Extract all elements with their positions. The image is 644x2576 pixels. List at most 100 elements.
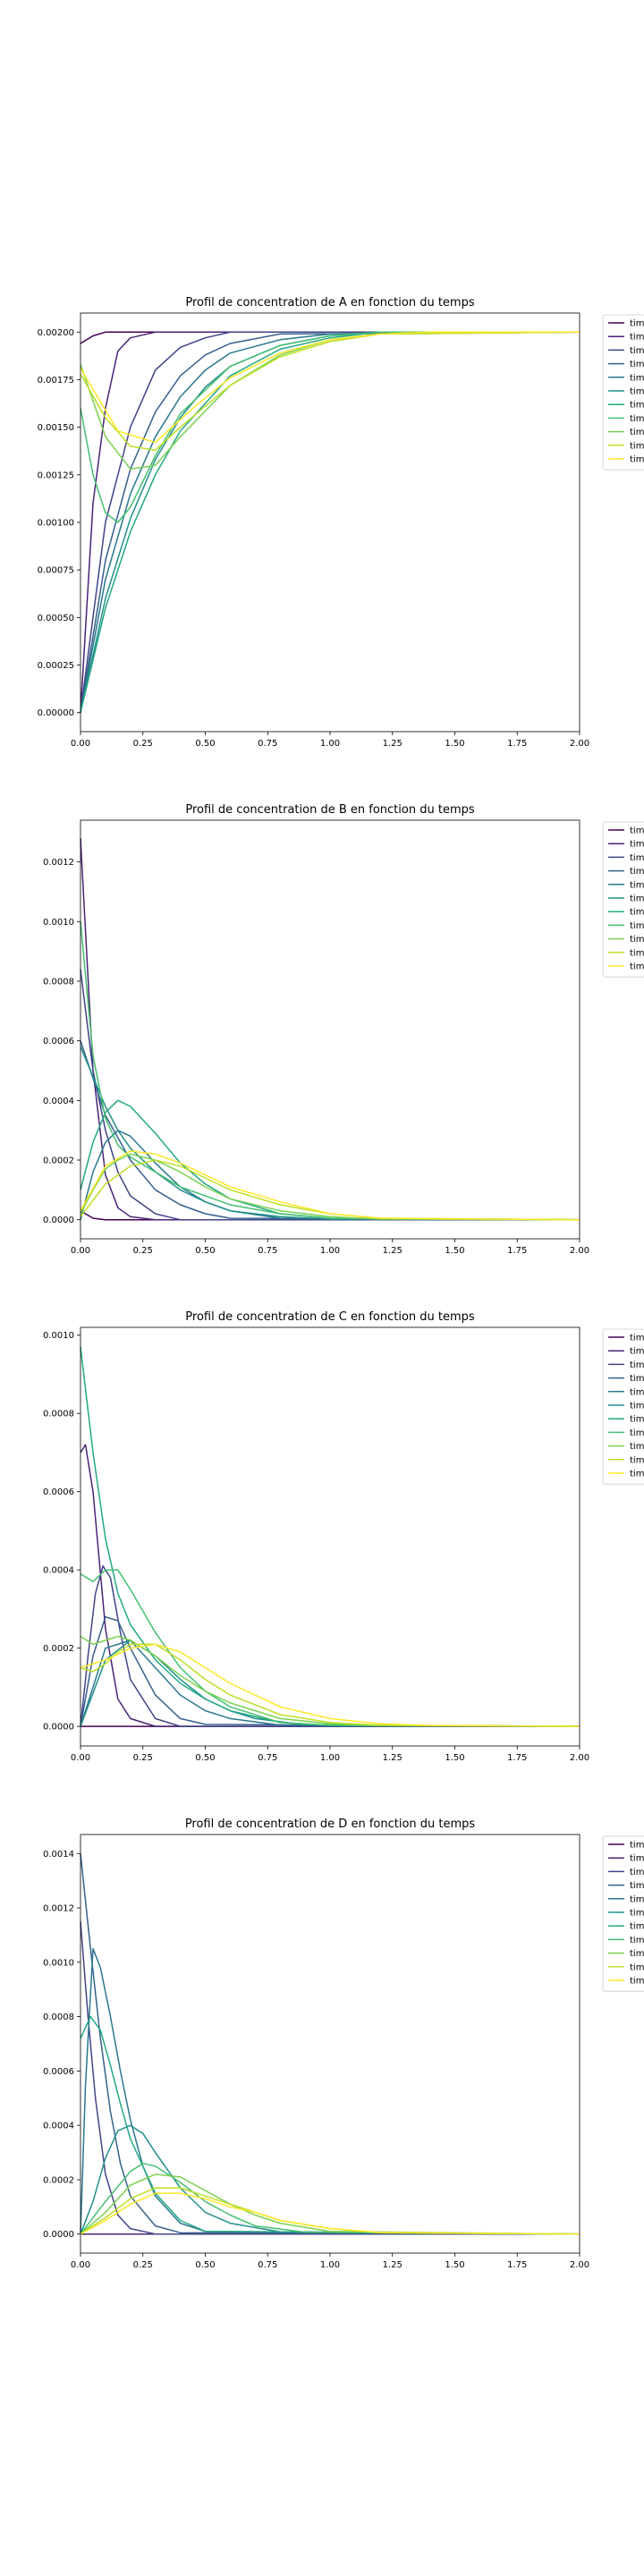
y-tick-label: 0.0010 [43,1331,74,1341]
series-line [80,2174,580,2235]
series-line [80,331,580,451]
x-tick-label: 1.50 [445,1753,464,1763]
x-tick-label: 1.25 [383,739,402,749]
legend-label: tim [630,935,644,945]
series-line [80,331,580,713]
legend-label: tim [630,908,644,918]
x-tick-label: 0.25 [133,2260,153,2270]
series-line [80,331,580,713]
legend-label: tim [630,853,644,863]
x-tick-label: 1.00 [320,739,340,749]
y-tick-label: 0.0004 [43,1097,74,1106]
y-tick-label: 0.00175 [38,376,74,386]
legend-label: tim [630,948,644,958]
series-line [80,2124,580,2235]
y-tick-label: 0.00075 [38,566,74,576]
x-tick-label: 0.75 [258,739,277,749]
series-line [80,331,580,713]
y-tick-label: 0.0010 [43,1958,74,1968]
legend-label: tim [630,1470,644,1479]
series-line [80,1153,580,1221]
y-tick-label: 0.00125 [38,470,74,480]
legend-label: tim [630,1402,644,1411]
legend-label: tim [630,360,644,369]
x-tick-label: 1.75 [507,1753,527,1763]
legend-label: tim [630,1374,644,1384]
series-line [80,1040,580,1221]
x-tick-label: 0.50 [195,739,215,749]
series-line [80,1640,580,1727]
series-line [80,1853,580,2235]
x-tick-label: 1.75 [507,2260,527,2270]
plot-frame [80,1326,580,1747]
chart-1: Profil de concentration de B en fonction… [43,803,644,1256]
legend-label: tim [630,414,644,424]
x-tick-label: 1.00 [320,2260,340,2270]
legend-label: tim [630,1347,644,1357]
legend: tim tim tim tim tim tim tim tim tim tim tim [602,314,644,470]
chart-3: Profil de concentration de D en fonction… [43,1818,644,2270]
legend-label: tim [630,1841,644,1851]
legend-label: tim [630,1854,644,1864]
series-line [80,1643,580,1727]
y-tick-label: 0.0008 [43,978,74,987]
legend-label: tim [630,401,644,411]
series-line [80,1129,580,1221]
x-tick-label: 1.25 [383,1246,402,1256]
y-tick-label: 0.0010 [43,918,74,928]
y-tick-label: 0.00200 [38,328,74,338]
y-tick-label: 0.0004 [43,2122,74,2131]
y-tick-label: 0.0006 [43,2067,74,2077]
y-tick-label: 0.0014 [43,1850,74,1860]
series-line [80,1046,580,1221]
y-tick-label: 0.0000 [43,1723,74,1733]
series-line [80,1346,580,1727]
y-tick-label: 0.0002 [43,1644,74,1654]
x-tick-label: 2.00 [570,2260,589,2270]
legend-label: tim [630,373,644,383]
y-tick-label: 0.0002 [43,2175,74,2185]
legend: tim tim tim tim tim tim tim tim tim tim tim [602,821,644,978]
x-tick-label: 0.75 [258,2260,277,2270]
legend-label: tim [630,1360,644,1370]
chart-2: Profil de concentration de C en fonction… [43,1310,644,1763]
legend-label: tim [630,1334,644,1343]
x-tick-label: 0.00 [71,1246,90,1256]
series-line [80,1643,580,1727]
y-tick-label: 0.00025 [38,661,74,671]
legend-label: tim [630,1387,644,1397]
y-tick-label: 0.00150 [38,423,74,433]
legend-label: tim [630,921,644,931]
y-tick-label: 0.00050 [38,614,74,623]
x-tick-label: 1.25 [383,2260,402,2270]
plot-frame [80,1834,580,2254]
series-line [80,969,580,1221]
x-tick-label: 1.50 [445,2260,464,2270]
legend-label: tim [630,387,644,397]
x-tick-label: 1.75 [507,1246,527,1256]
legend-label: tim [630,1428,644,1438]
x-tick-label: 0.00 [71,1753,90,1763]
x-tick-label: 0.75 [258,1753,277,1763]
chart-title: Profil de concentration de A en fonction… [185,296,474,309]
y-tick-label: 0.0000 [43,1216,74,1225]
series-line [80,1635,580,1727]
series-line [80,1444,580,1727]
series-line [80,1569,580,1727]
x-tick-label: 0.50 [195,2260,215,2270]
chart-title: Profil de concentration de B en fonction… [185,803,474,817]
y-tick-label: 0.0004 [43,1566,74,1576]
x-tick-label: 1.00 [320,1753,340,1763]
x-tick-label: 1.50 [445,1246,464,1256]
legend-label: tim [630,1909,644,1919]
legend-label: tim [630,1936,644,1945]
legend-label: tim [630,1415,644,1425]
legend-label: tim [630,346,644,356]
series-line [80,331,580,713]
x-tick-label: 0.25 [133,1753,153,1763]
series-line [80,1150,580,1221]
series-line [80,1921,580,2235]
series-line [80,1947,580,2235]
y-tick-label: 0.0008 [43,2012,74,2022]
